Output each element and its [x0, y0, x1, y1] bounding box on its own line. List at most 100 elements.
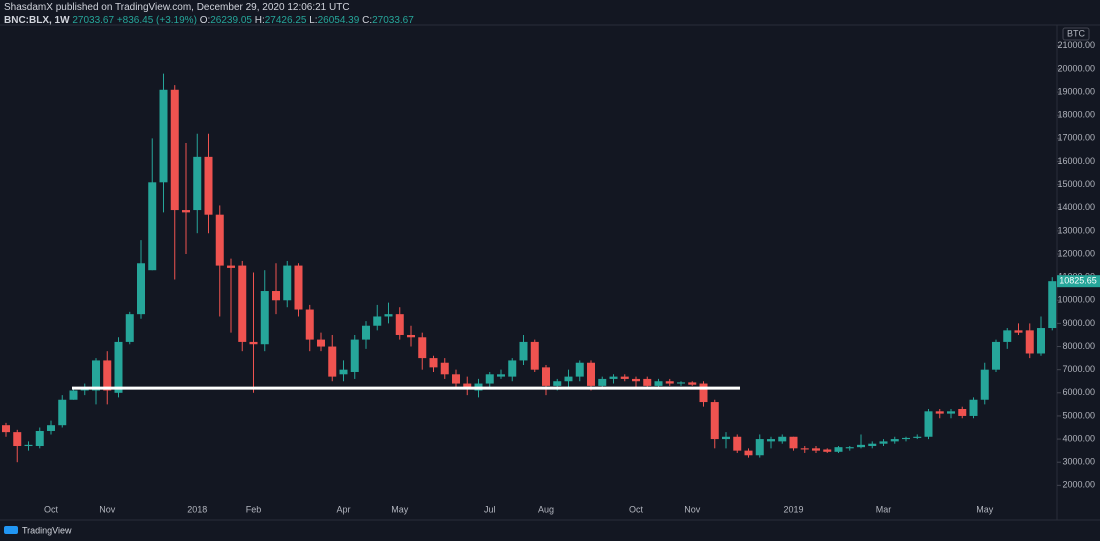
candle-body: [958, 409, 967, 416]
candle-body: [485, 374, 494, 384]
candle-body: [103, 360, 112, 391]
candle-body: [834, 447, 843, 452]
candle-body: [125, 314, 134, 342]
candle-body: [598, 378, 607, 386]
x-tick-label: Apr: [336, 504, 350, 514]
candle-body: [710, 402, 719, 440]
l-label: L:: [309, 15, 318, 26]
y-tick-label: 18000.00: [1057, 110, 1095, 120]
candle-body: [1037, 328, 1045, 354]
h-value: 27426.25: [264, 15, 307, 26]
candle-body: [1003, 330, 1012, 342]
h-label: H:: [254, 15, 265, 26]
candle-body: [24, 444, 33, 447]
candle-body: [632, 378, 640, 382]
y-tick-label: 19000.00: [1057, 86, 1095, 96]
currency-box: [1062, 27, 1090, 41]
y-tick-label: 6000.00: [1062, 387, 1095, 397]
candle-body: [1014, 330, 1023, 333]
candle-body: [587, 362, 595, 386]
candle-body: [620, 376, 629, 379]
candle-body: [992, 341, 1000, 370]
candle-body: [350, 339, 359, 372]
header: ShasdamX published on TradingView.com, D…: [4, 1, 414, 27]
candle-body: [665, 381, 674, 384]
candle-body: [305, 309, 314, 340]
y-tick-label: 2000.00: [1062, 480, 1095, 490]
candle-body: [913, 436, 922, 438]
candle-body: [362, 325, 370, 340]
candle-body: [2, 425, 10, 433]
candle-body: [159, 89, 168, 183]
candle-body: [497, 374, 505, 377]
candle-body: [688, 382, 697, 385]
candle-body: [193, 156, 202, 211]
candle-body: [182, 210, 190, 213]
y-tick-label: 3000.00: [1062, 457, 1095, 467]
candle-body: [429, 358, 438, 368]
candle-body: [92, 360, 100, 391]
candle-body: [215, 214, 224, 266]
candle-body: [755, 439, 764, 456]
candle-body: [812, 448, 820, 451]
candle-body: [440, 362, 449, 375]
candle-body: [328, 346, 337, 377]
candle-body: [879, 441, 888, 444]
candle-body: [249, 341, 258, 345]
candle-body: [463, 383, 472, 389]
candle-body: [407, 334, 415, 338]
candle-body: [519, 341, 528, 361]
published-line: ShasdamX published on TradingView.com, D…: [4, 2, 350, 13]
candle-body: [1048, 281, 1057, 329]
candle-body: [452, 374, 460, 384]
candle-body: [47, 425, 55, 431]
candle-body: [137, 263, 145, 315]
c-label: C:: [362, 15, 373, 26]
candle-body: [148, 182, 157, 271]
candle-body: [902, 437, 910, 440]
candle-body: [699, 383, 708, 403]
candle-body: [114, 341, 123, 393]
candle-body: [722, 436, 730, 440]
y-tick-label: 14000.00: [1057, 202, 1095, 212]
x-tick-label: Feb: [246, 504, 262, 514]
candle-body: [542, 367, 550, 386]
candle-body: [935, 411, 944, 414]
price: 27033.67: [72, 15, 115, 26]
candle-body: [317, 339, 325, 347]
candle-body: [283, 265, 292, 301]
candle-body: [35, 430, 44, 447]
last-price-box: [1057, 275, 1100, 288]
candle-body: [677, 382, 685, 384]
candle-body: [204, 156, 213, 215]
x-tick-label: 2018: [187, 504, 207, 514]
candle-body: [575, 362, 584, 377]
candle-body: [170, 89, 179, 211]
candle-body: [58, 399, 67, 426]
candle-body: [609, 376, 618, 379]
c-value: 27033.67: [372, 15, 414, 26]
last-price-label: 10825.65: [1059, 276, 1097, 286]
candle-body: [800, 448, 809, 450]
y-tick-label: 10000.00: [1057, 295, 1095, 305]
candle-body: [733, 436, 742, 451]
candle-body: [980, 369, 989, 400]
candle-body: [272, 291, 280, 301]
x-tick-label: Oct: [44, 504, 59, 514]
y-tick-label: 5000.00: [1062, 410, 1095, 420]
candle-body: [924, 411, 933, 437]
symbol: BNC:BLX, 1W: [4, 15, 70, 26]
candle-body: [778, 436, 787, 442]
y-tick-label: 21000.00: [1057, 40, 1095, 50]
change: +836.45 (+3.19%): [116, 15, 197, 26]
x-tick-label: Nov: [684, 504, 701, 514]
y-tick-label: 16000.00: [1057, 156, 1095, 166]
candle-body: [845, 447, 854, 449]
x-tick-label: Aug: [538, 504, 554, 514]
y-tick-label: 20000.00: [1057, 63, 1095, 73]
candle-body: [418, 337, 427, 359]
candle-body: [530, 341, 539, 370]
candle-body: [294, 265, 303, 310]
